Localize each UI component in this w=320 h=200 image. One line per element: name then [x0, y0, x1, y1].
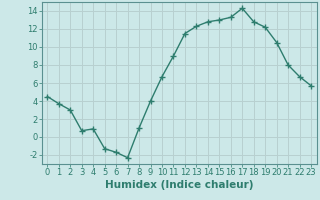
X-axis label: Humidex (Indice chaleur): Humidex (Indice chaleur) — [105, 180, 253, 190]
